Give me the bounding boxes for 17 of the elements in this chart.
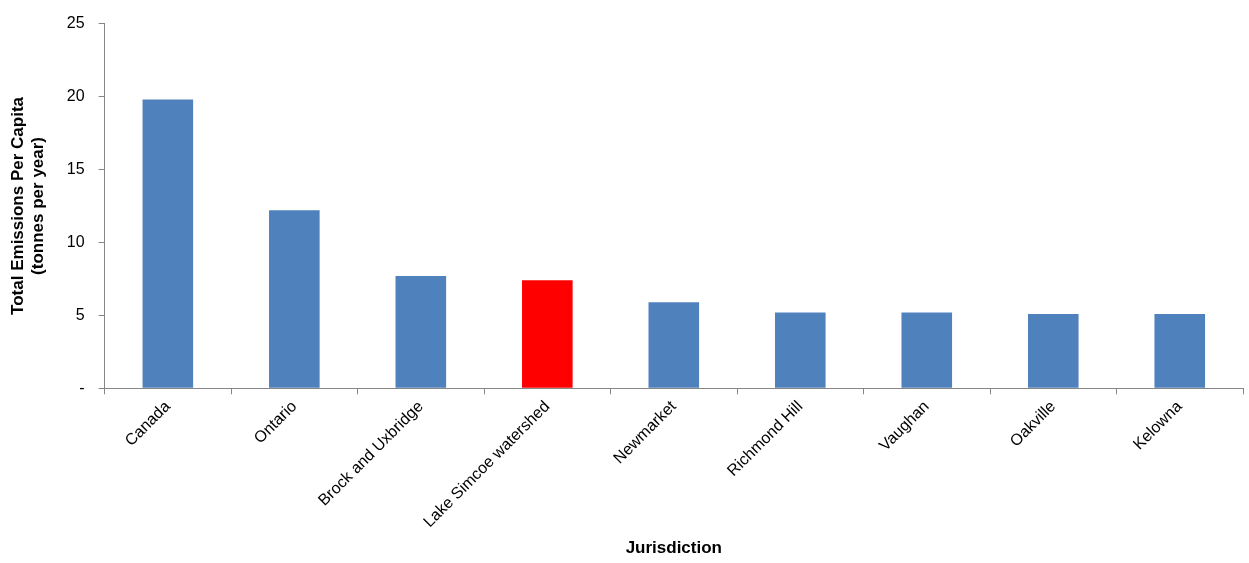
y-tick-label: 15: [66, 159, 85, 177]
bar: [395, 275, 447, 388]
y-axis-title: Total Emissions Per Capita (tonnes per year): [7, 96, 48, 315]
bar: [901, 312, 953, 388]
bar: [774, 312, 826, 388]
y-tick-label: 25: [66, 14, 85, 32]
y-tick-label: 5: [75, 305, 85, 323]
bar: [1154, 313, 1206, 388]
x-axis-title: Jurisdiction: [625, 538, 722, 558]
bar: [269, 210, 320, 388]
bar: [648, 302, 700, 388]
y-tick-label: -: [79, 378, 85, 396]
y-tick-label: 10: [66, 232, 85, 250]
bar: [142, 99, 194, 388]
bar: [1027, 313, 1079, 388]
y-tick-label: 20: [66, 86, 85, 104]
bar: [522, 280, 573, 388]
